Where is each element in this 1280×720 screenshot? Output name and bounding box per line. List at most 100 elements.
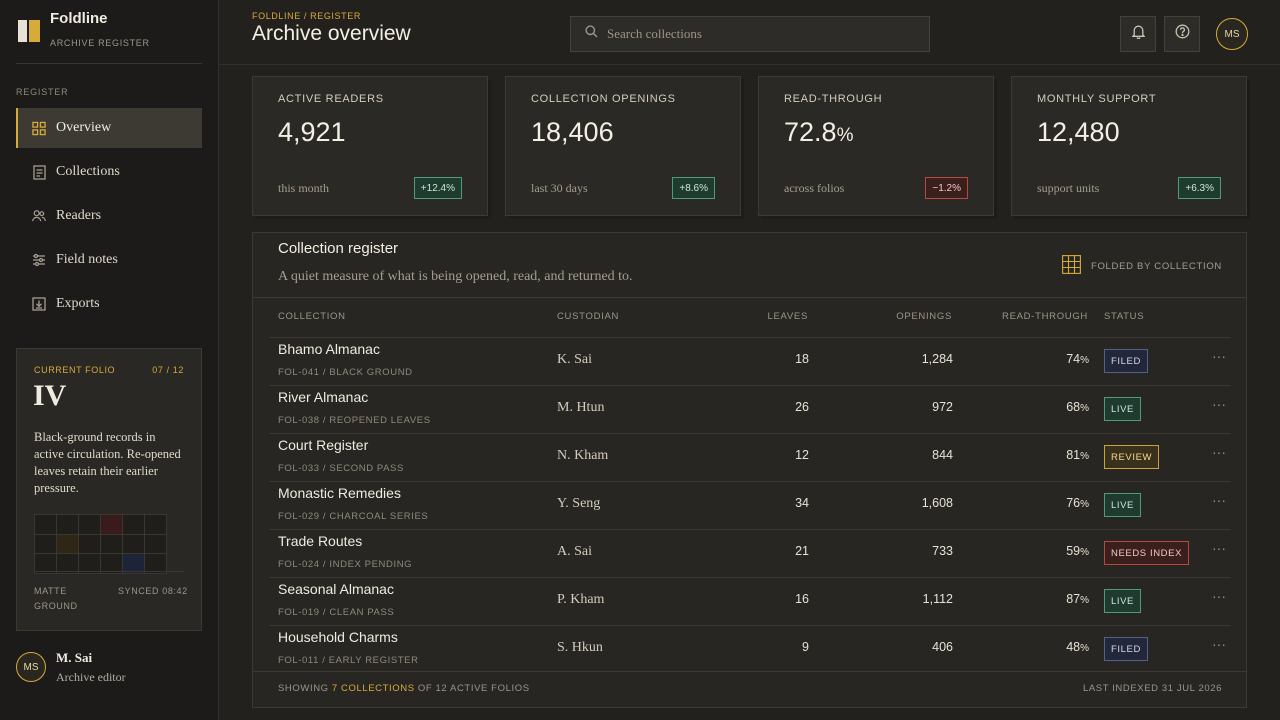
table-row[interactable]: Household Charms FOL-011 / EARLY REGISTE…	[269, 625, 1231, 673]
collection-name[interactable]: Trade Routes	[278, 533, 363, 549]
collection-name[interactable]: Bhamo Almanac	[278, 341, 380, 357]
read-through-value: 87%	[1066, 592, 1089, 606]
column-header-read-through[interactable]: READ-THROUGH	[1002, 311, 1088, 322]
row-more-button[interactable]: ···	[1212, 588, 1226, 604]
row-more-button[interactable]: ···	[1212, 540, 1226, 556]
custodian: Y. Seng	[557, 496, 601, 511]
sidebar-item-label: Collections	[56, 164, 120, 179]
avatar: MS	[16, 652, 46, 682]
register-footer-divider	[253, 671, 1246, 672]
brand-subtitle: ARCHIVE REGISTER	[50, 38, 150, 48]
leaves-count: 21	[795, 544, 809, 558]
notifications-button[interactable]	[1120, 16, 1156, 52]
help-button[interactable]	[1164, 16, 1200, 52]
fold-toggle[interactable]: FOLDED BY COLLECTION	[1062, 255, 1222, 277]
kpi-delta-badge: +6.3%	[1178, 177, 1221, 199]
account-avatar[interactable]: MS	[1216, 18, 1248, 50]
collection-code: FOL-029 / CHARCOAL SERIES	[278, 511, 429, 522]
kpi-note: this month	[278, 181, 330, 195]
current-folio-card: CURRENT FOLIO 07 / 12 IV Black-ground re…	[16, 348, 202, 631]
table-row[interactable]: Trade Routes FOL-024 / INDEX PENDING A. …	[269, 529, 1231, 577]
leaves-count: 12	[795, 448, 809, 462]
column-header-openings[interactable]: OPENINGS	[896, 311, 952, 322]
sidebar-item-label: Field notes	[56, 252, 118, 267]
kpi-label: ACTIVE READERS	[278, 93, 384, 105]
leaves-count: 18	[795, 352, 809, 366]
status-badge: FILED	[1104, 637, 1148, 661]
kpi-label: READ-THROUGH	[784, 93, 883, 105]
custodian: A. Sai	[557, 544, 592, 559]
status-badge: FILED	[1104, 349, 1148, 373]
sidebar-item-readers[interactable]: Readers	[16, 196, 202, 236]
status-badge: REVIEW	[1104, 445, 1160, 469]
kpi-note: last 30 days	[531, 181, 588, 195]
openings-count: 972	[932, 400, 953, 414]
collection-code: FOL-024 / INDEX PENDING	[278, 559, 413, 570]
kpi-card-active-readers: ACTIVE READERS 4,921 this month +12.4%	[252, 76, 488, 216]
table-row[interactable]: Seasonal Almanac FOL-019 / CLEAN PASS P.…	[269, 577, 1231, 625]
kpi-card-monthly-support: MONTHLY SUPPORT 12,480 support units +6.…	[1011, 76, 1247, 216]
folio-swatch-grid	[34, 514, 167, 574]
openings-count: 406	[932, 640, 953, 654]
collection-name[interactable]: Household Charms	[278, 629, 398, 645]
user-name: M. Sai	[56, 650, 93, 665]
table-row[interactable]: Monastic Remedies FOL-029 / CHARCOAL SER…	[269, 481, 1231, 529]
column-header-collection[interactable]: COLLECTION	[278, 311, 346, 322]
sidebar-item-collections[interactable]: Collections	[16, 152, 202, 192]
openings-count: 733	[932, 544, 953, 558]
read-through-value: 81%	[1066, 448, 1089, 462]
collection-name[interactable]: River Almanac	[278, 389, 369, 405]
sidebar-item-field-notes[interactable]: Field notes	[16, 240, 202, 280]
row-more-button[interactable]: ···	[1212, 348, 1226, 364]
row-more-button[interactable]: ···	[1212, 492, 1226, 508]
sidebar-item-label: Readers	[56, 208, 102, 223]
row-more-button[interactable]: ···	[1212, 636, 1226, 652]
download-icon	[32, 297, 46, 311]
sidebar-item-label: Exports	[56, 296, 100, 311]
collection-code: FOL-019 / CLEAN PASS	[278, 607, 395, 618]
read-through-value: 68%	[1066, 400, 1089, 414]
openings-count: 1,112	[922, 592, 953, 606]
column-header-leaves[interactable]: LEAVES	[767, 311, 808, 322]
row-more-button[interactable]: ···	[1212, 444, 1226, 460]
kpi-delta-badge: +8.6%	[672, 177, 715, 199]
table-row[interactable]: Court Register FOL-033 / SECOND PASS N. …	[269, 433, 1231, 481]
search-box[interactable]	[570, 16, 930, 52]
openings-count: 1,608	[921, 496, 953, 510]
openings-count: 1,284	[921, 352, 953, 366]
column-header-custodian[interactable]: CUSTODIAN	[557, 311, 620, 322]
custodian: P. Kham	[557, 592, 605, 607]
status-badge: LIVE	[1104, 589, 1141, 613]
read-through-value: 48%	[1066, 640, 1089, 654]
kpi-value: 72.8%	[784, 117, 854, 147]
leaves-count: 34	[795, 496, 809, 510]
leaves-count: 26	[795, 400, 809, 414]
column-header-status[interactable]: STATUS	[1104, 311, 1145, 322]
sidebar-item-exports[interactable]: Exports	[16, 284, 202, 324]
table-row[interactable]: River Almanac FOL-038 / REOPENED LEAVES …	[269, 385, 1231, 433]
sidebar-item-overview[interactable]: Overview	[16, 108, 202, 148]
nav-section-label: REGISTER	[16, 87, 69, 97]
kpi-value: 4,921	[278, 117, 346, 147]
register-summary: SHOWING 7 COLLECTIONS OF 12 ACTIVE FOLIO…	[278, 683, 530, 694]
search-icon	[585, 25, 598, 43]
logo-icon	[18, 20, 40, 42]
collection-name[interactable]: Monastic Remedies	[278, 485, 401, 501]
users-icon	[32, 209, 46, 223]
collection-name[interactable]: Court Register	[278, 437, 369, 453]
breadcrumb[interactable]: FOLDLINE / REGISTER	[252, 11, 361, 21]
collection-code: FOL-038 / REOPENED LEAVES	[278, 415, 431, 426]
sidebar: Foldline ARCHIVE REGISTER REGISTER Overv…	[0, 0, 219, 720]
help-icon	[1175, 24, 1190, 44]
kpi-note: across folios	[784, 181, 845, 195]
folio-numeral: IV	[33, 379, 67, 412]
row-more-button[interactable]: ···	[1212, 396, 1226, 412]
sidebar-divider	[16, 63, 202, 64]
table-row[interactable]: Bhamo Almanac FOL-041 / BLACK GROUND K. …	[269, 337, 1231, 385]
collection-code: FOL-033 / SECOND PASS	[278, 463, 404, 474]
register-subtitle: A quiet measure of what is being opened,…	[278, 269, 633, 284]
table-grid-icon	[1062, 255, 1081, 277]
search-input[interactable]	[607, 26, 907, 42]
bell-icon	[1131, 24, 1145, 44]
collection-name[interactable]: Seasonal Almanac	[278, 581, 394, 597]
